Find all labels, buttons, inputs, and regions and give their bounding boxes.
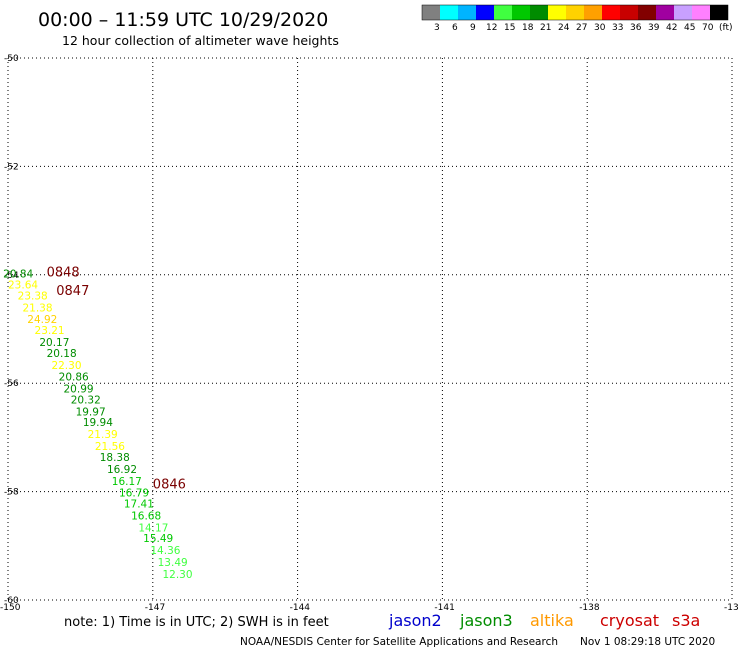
colorbar-swatch — [710, 5, 728, 20]
satellite-legend-jason2: jason2 — [388, 611, 442, 630]
chart-subtitle: 12 hour collection of altimeter wave hei… — [62, 33, 339, 48]
pass-time-label: 0846 — [153, 478, 186, 493]
credit-line: NOAA/NESDIS Center for Satellite Applica… — [240, 636, 558, 648]
wave-height-value: 16.68 — [131, 510, 161, 522]
colorbar-label: 12 — [486, 23, 497, 33]
wave-height-value: 23.64 — [8, 280, 38, 292]
satellite-legend-jason3: jason3 — [459, 611, 513, 630]
colorbar-label: 30 — [594, 23, 606, 33]
colorbar-swatch — [512, 5, 530, 20]
y-tick-label: -52 — [4, 162, 19, 172]
wave-height-value: 23.21 — [35, 325, 65, 337]
colorbar-swatch — [530, 5, 548, 20]
colorbar-swatch — [656, 5, 674, 20]
colorbar-label: 36 — [630, 23, 642, 33]
colorbar-swatch — [422, 5, 440, 20]
wave-height-value: 18.38 — [100, 452, 130, 464]
wave-height-value: 16.92 — [107, 464, 137, 476]
footnote: note: 1) Time is in UTC; 2) SWH is in fe… — [64, 615, 329, 630]
colorbar-label: 18 — [522, 23, 534, 33]
colorbar-label: 24 — [558, 23, 570, 33]
colorbar-swatch — [584, 5, 602, 20]
wave-height-value: 14.36 — [150, 545, 180, 557]
wave-height-value: 21.39 — [88, 429, 118, 441]
wave-height-value: 14.17 — [138, 522, 168, 534]
chart-title: 00:00 – 11:59 UTC 10/29/2020 — [38, 9, 328, 31]
colorbar-label: 3 — [434, 23, 440, 33]
wave-height-value: 13.49 — [158, 557, 188, 569]
wave-height-value: 19.97 — [76, 406, 106, 418]
x-tick-label: -150 — [0, 603, 21, 613]
colorbar-label: 45 — [684, 23, 695, 33]
colorbar-swatch — [638, 5, 656, 20]
colorbar-label: 42 — [666, 23, 677, 33]
y-axis: -50 -52 -54 -56 -58 -60 — [4, 54, 19, 606]
y-tick-label: -60 — [4, 596, 19, 606]
wave-height-value: 20.17 — [39, 337, 69, 349]
colorbar-label: 9 — [470, 23, 476, 33]
x-tick-label: -147 — [145, 603, 165, 613]
data-points: 20.8423.6423.3821.3824.9223.2120.1720.18… — [3, 269, 192, 581]
wave-height-value: 23.38 — [18, 290, 48, 302]
colorbar-swatch — [674, 5, 692, 20]
colorbar-label: 27 — [576, 23, 587, 33]
colorbar-label: 70 — [702, 23, 714, 33]
colorbar-frame — [421, 4, 729, 21]
pass-time-label: 0847 — [56, 284, 89, 299]
colorbar-swatch — [548, 5, 566, 20]
colorbar-label: 33 — [612, 23, 623, 33]
colorbar-swatch — [476, 5, 494, 20]
wave-height-value: 16.79 — [119, 488, 149, 500]
satellite-legend-s3a: s3a — [672, 611, 700, 630]
wave-height-value: 24.92 — [27, 314, 57, 326]
y-tick-label: -50 — [4, 54, 19, 64]
wave-height-value: 20.18 — [47, 348, 77, 360]
satellite-legend-cryosat: cryosat — [600, 611, 659, 630]
colorbar-label: (ft) — [719, 23, 733, 33]
grid — [7, 57, 733, 601]
colorbar-label: 6 — [452, 23, 458, 33]
x-tick-label: -141 — [434, 603, 454, 613]
wave-height-value: 22.30 — [51, 360, 81, 372]
wave-height-value: 15.49 — [143, 533, 173, 545]
x-tick-label: -13 — [724, 603, 739, 613]
colorbar-swatch — [602, 5, 620, 20]
colorbar-label: 15 — [504, 23, 515, 33]
y-tick-label: -56 — [4, 379, 19, 389]
colorbar-swatch — [458, 5, 476, 20]
y-tick-label: -58 — [4, 488, 19, 498]
wave-height-value: 20.86 — [59, 372, 89, 384]
wave-height-value: 19.94 — [83, 417, 113, 429]
wave-height-value: 17.41 — [124, 499, 154, 511]
wave-height-value: 20.99 — [64, 384, 94, 396]
colorbar-swatch — [440, 5, 458, 20]
colorbar-swatch — [566, 5, 584, 20]
wave-height-value: 12.30 — [162, 569, 192, 581]
x-tick-label: -138 — [579, 603, 600, 613]
colorbar-swatch — [620, 5, 638, 20]
wave-height-value: 16.17 — [112, 476, 142, 488]
colorbar-label: 21 — [540, 23, 551, 33]
x-tick-label: -144 — [290, 603, 311, 613]
timestamp: Nov 1 08:29:18 UTC 2020 — [580, 636, 715, 648]
pass-time-label: 0848 — [47, 266, 80, 281]
satellite-legend: jason2 jason3 altika cryosat s3a — [388, 611, 700, 630]
colorbar-swatch — [494, 5, 512, 20]
wave-height-value: 21.38 — [22, 302, 52, 314]
colorbar-swatch — [692, 5, 710, 20]
y-tick-label: -54 — [4, 271, 19, 281]
wave-height-value: 21.56 — [95, 441, 125, 453]
colorbar-label: 39 — [648, 23, 660, 33]
color-legend: 3 6 9 12 15 18 21 24 27 30 33 36 39 42 45 70 (ft) — [421, 4, 733, 33]
wave-height-value: 20.84 — [3, 269, 33, 281]
x-axis: -150 -147 -144 -141 -138 -13 — [0, 603, 739, 613]
wave-height-value: 20.32 — [71, 394, 101, 406]
satellite-legend-altika: altika — [530, 611, 574, 630]
pass-time-labels: 0848 0847 0846 — [47, 266, 186, 493]
